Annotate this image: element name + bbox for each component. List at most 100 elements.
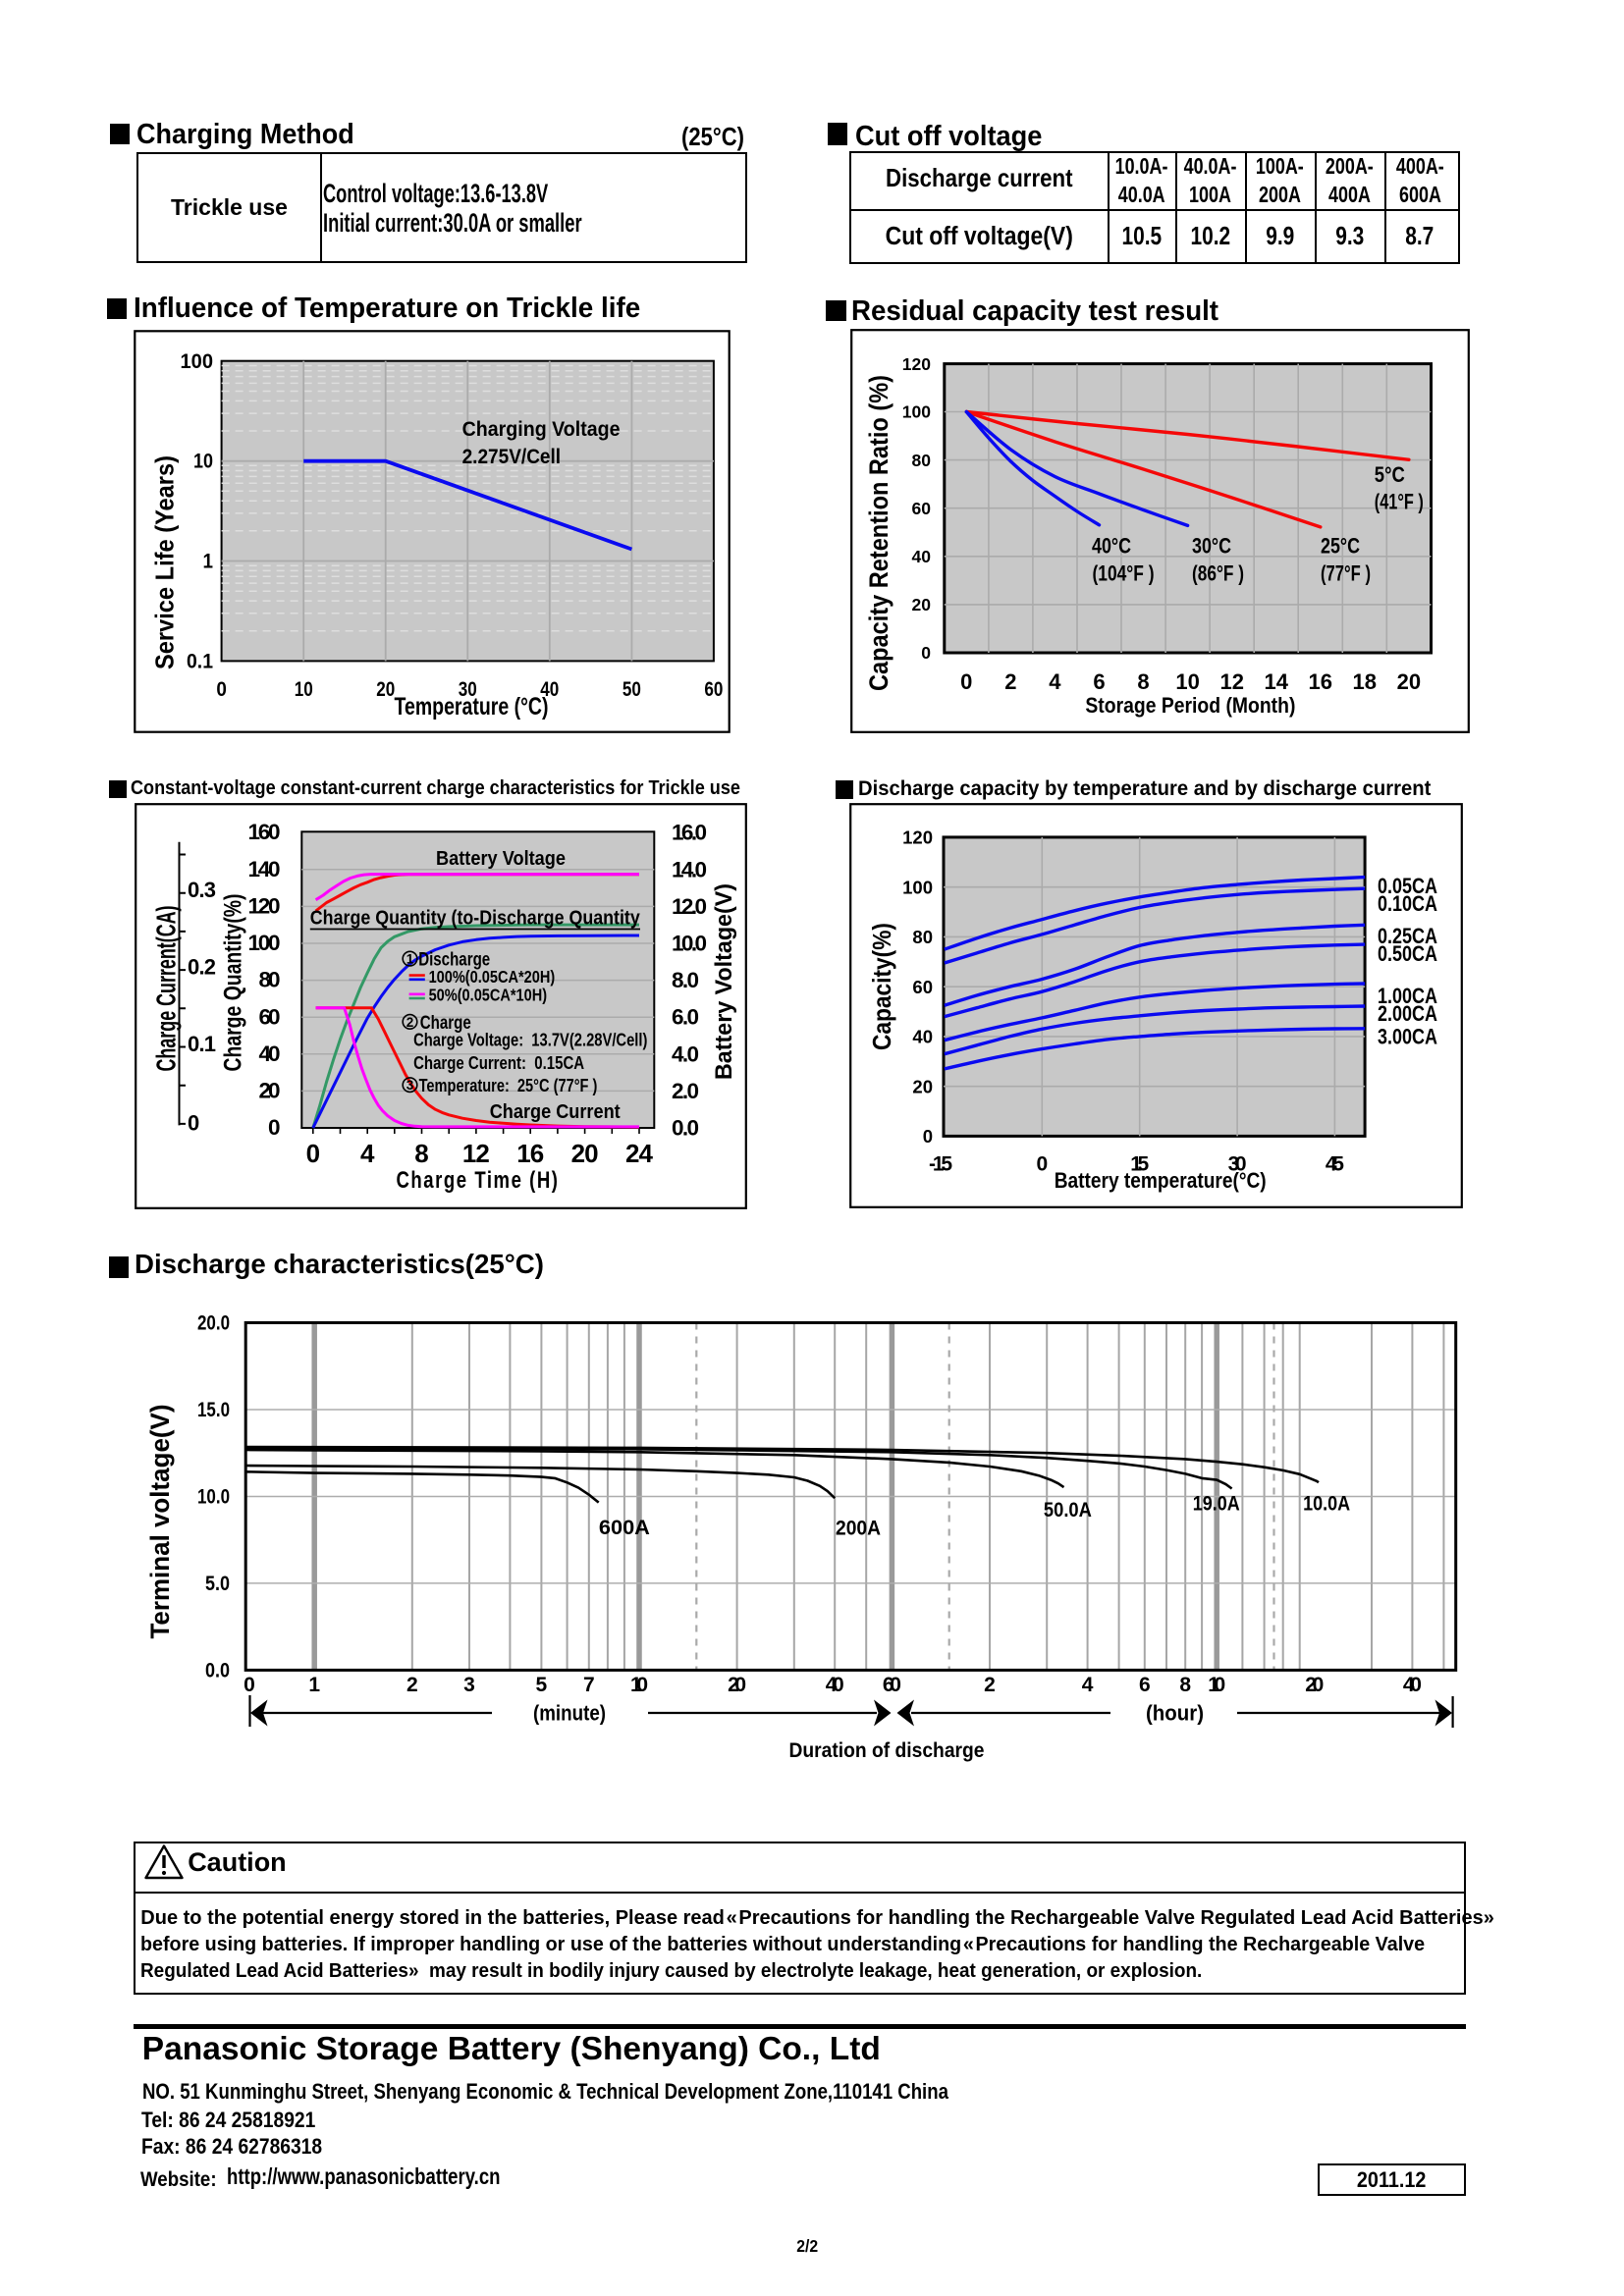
svg-text:100: 100 <box>248 931 281 955</box>
svg-text:0: 0 <box>244 1674 255 1696</box>
svg-text:7: 7 <box>583 1674 595 1696</box>
svg-text:10: 10 <box>1175 669 1199 694</box>
svg-text:15: 15 <box>1130 1153 1149 1176</box>
svg-text:60: 60 <box>883 1674 901 1696</box>
svg-text:30: 30 <box>1228 1153 1247 1176</box>
svg-text:8: 8 <box>1179 1674 1191 1696</box>
svg-text:40: 40 <box>826 1674 844 1696</box>
svg-text:0: 0 <box>921 643 931 663</box>
svg-text:4: 4 <box>360 1139 375 1168</box>
svg-text:20: 20 <box>1397 669 1421 694</box>
svg-text:12: 12 <box>462 1139 490 1168</box>
svg-text:10.0A: 10.0A <box>1303 1492 1350 1516</box>
svg-text:4: 4 <box>1049 669 1061 694</box>
svg-text:20: 20 <box>571 1139 599 1168</box>
svg-text:Capacity Retention Ratio (%): Capacity Retention Ratio (%) <box>864 375 893 691</box>
svg-text:2.00CA: 2.00CA <box>1378 1001 1437 1026</box>
svg-text:20: 20 <box>1305 1674 1324 1696</box>
svg-text:120: 120 <box>902 828 933 848</box>
svg-text:2: 2 <box>406 1015 414 1030</box>
svg-text:Battery Voltage(V): Battery Voltage(V) <box>711 883 737 1080</box>
svg-text:0.0: 0.0 <box>672 1116 699 1141</box>
svg-text:10: 10 <box>295 678 313 701</box>
svg-text:60: 60 <box>259 1004 281 1029</box>
svg-text:120: 120 <box>902 354 931 374</box>
svg-text:0: 0 <box>216 678 227 701</box>
svg-text:5.0: 5.0 <box>205 1573 230 1595</box>
svg-text:0.1: 0.1 <box>187 650 213 672</box>
svg-text:80: 80 <box>912 927 933 947</box>
svg-text:20: 20 <box>259 1079 281 1103</box>
svg-text:120: 120 <box>248 894 281 919</box>
svg-text:Duration of discharge: Duration of discharge <box>789 1739 985 1762</box>
svg-text:6: 6 <box>1139 1674 1151 1696</box>
svg-text:20: 20 <box>912 595 932 614</box>
svg-text:3: 3 <box>406 1078 414 1093</box>
svg-text:4: 4 <box>1082 1674 1094 1696</box>
svg-text:45: 45 <box>1326 1153 1344 1176</box>
svg-text:10: 10 <box>193 451 213 473</box>
svg-text:(hour): (hour) <box>1146 1701 1204 1726</box>
svg-text:1: 1 <box>308 1674 320 1696</box>
svg-text:0.10CA: 0.10CA <box>1378 891 1437 916</box>
svg-text:100: 100 <box>902 877 933 897</box>
svg-text:Storage Period (Month): Storage Period (Month) <box>1085 693 1295 718</box>
svg-text:16: 16 <box>516 1139 544 1168</box>
svg-text:140: 140 <box>248 857 281 881</box>
svg-text:160: 160 <box>248 820 281 844</box>
svg-text:80: 80 <box>259 968 281 992</box>
svg-text:8.0: 8.0 <box>672 968 699 992</box>
svg-text:0.25CA: 0.25CA <box>1378 924 1437 948</box>
svg-text:10: 10 <box>1208 1674 1225 1696</box>
svg-text:2: 2 <box>984 1674 996 1696</box>
svg-text:Charge Quantity (to-Discharge: Charge Quantity (to-Discharge Quantity <box>310 907 641 930</box>
svg-text:0.1: 0.1 <box>188 1032 216 1056</box>
svg-text:0.05CA: 0.05CA <box>1378 874 1437 898</box>
svg-text:(104°F ): (104°F ) <box>1093 561 1155 586</box>
svg-text:Temperature: 25°C (77°F ): Temperature: 25°C (77°F ) <box>419 1075 598 1095</box>
svg-text:-15: -15 <box>929 1153 952 1176</box>
svg-text:10: 10 <box>630 1674 648 1696</box>
svg-text:Charge: Charge <box>420 1013 471 1034</box>
svg-text:40: 40 <box>912 1027 933 1047</box>
svg-text:Charge Current: 0.15CA: Charge Current: 0.15CA <box>413 1052 584 1073</box>
svg-text:Battery Voltage: Battery Voltage <box>436 847 566 870</box>
svg-text:20: 20 <box>728 1674 746 1696</box>
svg-text:8: 8 <box>414 1139 428 1168</box>
svg-text:0: 0 <box>268 1115 281 1140</box>
svg-text:100: 100 <box>181 350 214 373</box>
svg-text:1.00CA: 1.00CA <box>1378 984 1437 1008</box>
svg-text:8: 8 <box>1137 669 1149 694</box>
svg-text:6: 6 <box>1093 669 1105 694</box>
svg-text:60: 60 <box>912 977 933 997</box>
svg-text:20.0: 20.0 <box>197 1312 230 1335</box>
svg-text:19.0A: 19.0A <box>1193 1492 1240 1516</box>
svg-text:16: 16 <box>1309 669 1332 694</box>
svg-text:5: 5 <box>536 1674 548 1696</box>
svg-text:2: 2 <box>1004 669 1016 694</box>
svg-text:100%(0.05CA*20H): 100%(0.05CA*20H) <box>429 967 556 987</box>
svg-text:Charge Quantity(%): Charge Quantity(%) <box>220 894 247 1072</box>
svg-text:Charging Voltage: Charging Voltage <box>462 418 621 441</box>
svg-text:Charge Current(CA): Charge Current(CA) <box>151 906 182 1072</box>
svg-text:(86°F ): (86°F ) <box>1192 561 1244 586</box>
svg-text:Charge Voltage: 13.7V(2.28V/C: Charge Voltage: 13.7V(2.28V/Cell) <box>413 1030 647 1050</box>
svg-text:3: 3 <box>463 1674 475 1696</box>
svg-text:Charge Current: Charge Current <box>490 1100 621 1123</box>
svg-text:Service Life (Years): Service Life (Years) <box>150 455 180 669</box>
svg-text:100: 100 <box>902 402 931 422</box>
svg-text:40: 40 <box>1403 1674 1422 1696</box>
svg-text:0.50CA: 0.50CA <box>1378 941 1437 966</box>
svg-text:1: 1 <box>406 952 414 967</box>
svg-text:Battery temperature(°C): Battery temperature(°C) <box>1055 1168 1267 1193</box>
svg-text:50%(0.05CA*10H): 50%(0.05CA*10H) <box>429 986 547 1005</box>
svg-text:25°C: 25°C <box>1321 534 1360 559</box>
svg-text:5°C: 5°C <box>1375 462 1405 487</box>
svg-text:0.3: 0.3 <box>188 878 216 902</box>
svg-text:4.0: 4.0 <box>672 1041 699 1066</box>
svg-text:40: 40 <box>540 678 559 701</box>
svg-text:600A: 600A <box>599 1516 650 1539</box>
svg-text:20: 20 <box>376 678 395 701</box>
svg-text:(41°F ): (41°F ) <box>1375 490 1424 514</box>
svg-text:12.0: 12.0 <box>672 894 707 919</box>
